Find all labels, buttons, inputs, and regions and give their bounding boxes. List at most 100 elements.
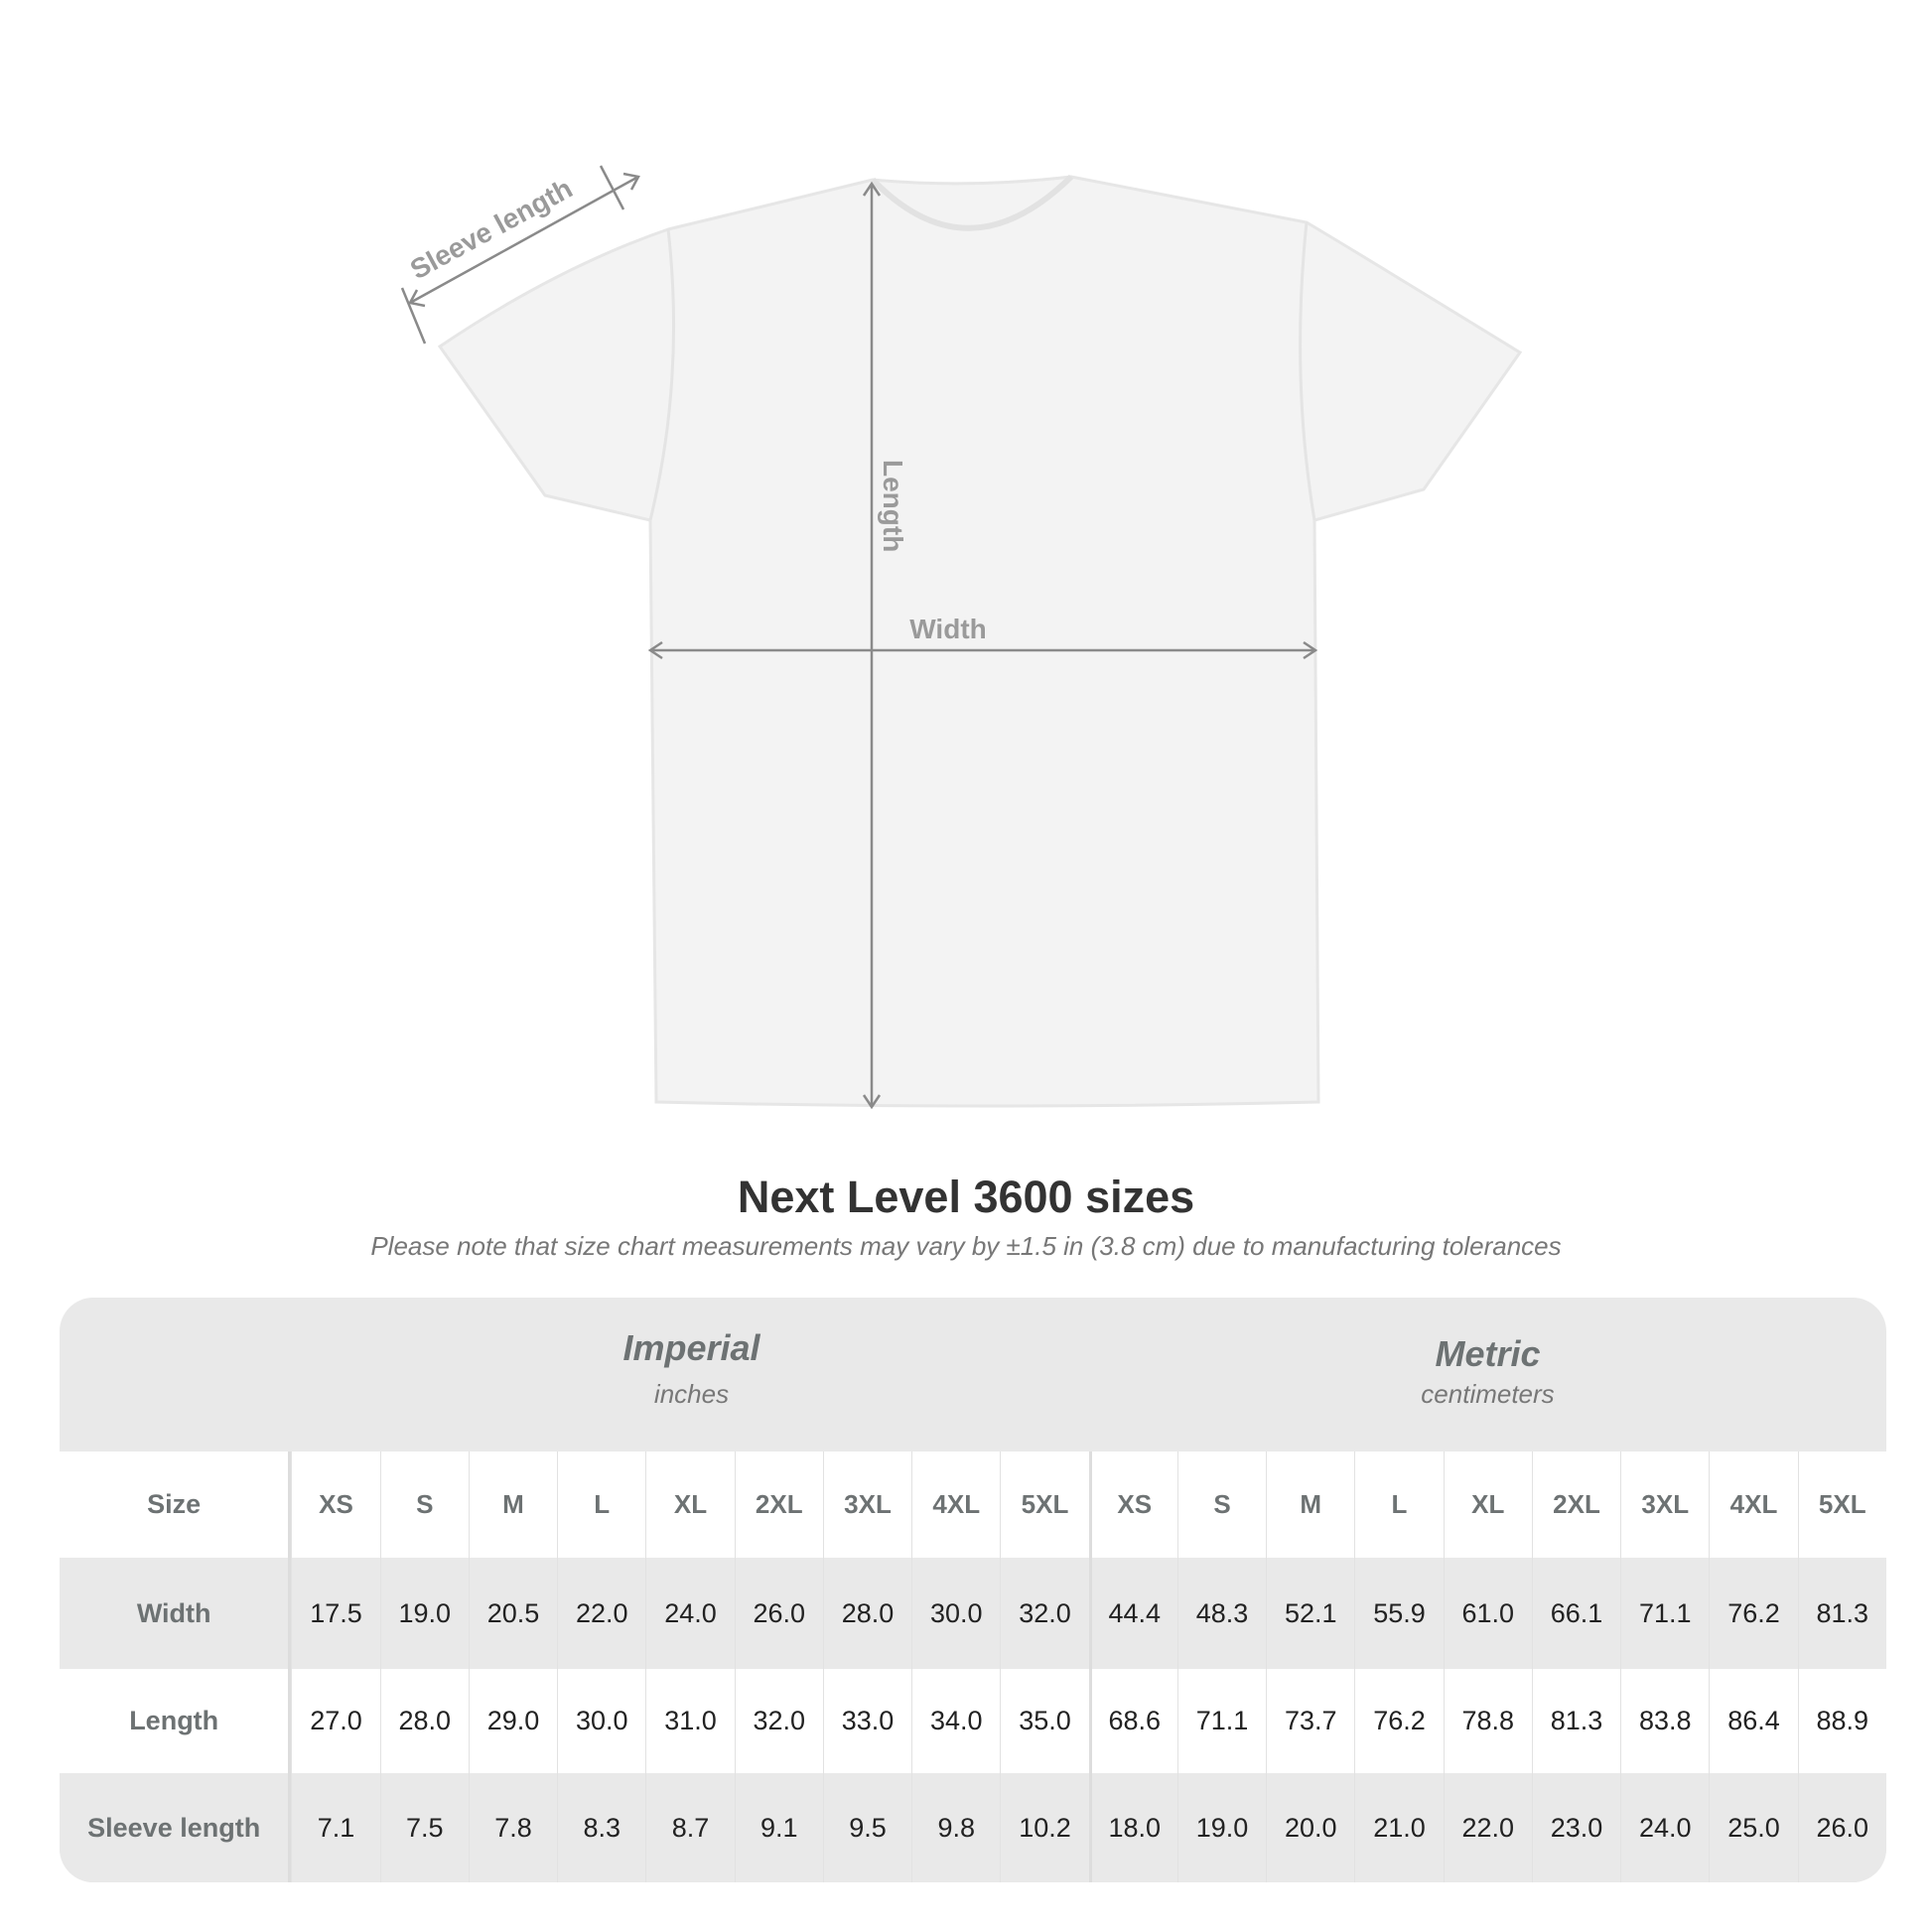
- metric-value-cell: 20.0: [1266, 1773, 1354, 1882]
- metric-value-cell: 55.9: [1354, 1558, 1443, 1669]
- imperial-size-header: XS: [291, 1451, 379, 1558]
- imperial-value-cell: 31.0: [645, 1669, 734, 1773]
- row-label: Length: [60, 1669, 292, 1773]
- metric-value-cell: 71.1: [1176, 1669, 1266, 1773]
- metric-value-cell: 21.0: [1354, 1773, 1443, 1882]
- size-header-row: Size XS S M L XL 2XL 3XL 4XL 5XL XS S M L XL 2XL 3XL 4XL 5…: [60, 1451, 1886, 1558]
- metric-value-cell: 18.0: [1088, 1773, 1177, 1882]
- metric-value-cell: 76.2: [1354, 1669, 1443, 1773]
- imperial-value-cell: 9.8: [911, 1773, 1000, 1882]
- metric-title: Metric: [1435, 1333, 1541, 1374]
- metric-value-cell: 86.4: [1709, 1669, 1797, 1773]
- imperial-value-cell: 8.3: [557, 1773, 645, 1882]
- imperial-value-cell: 32.0: [1000, 1558, 1088, 1669]
- imperial-value-cell: 26.0: [734, 1558, 823, 1669]
- metric-value-cell: 48.3: [1176, 1558, 1266, 1669]
- metric-value-cell: 22.0: [1443, 1773, 1532, 1882]
- collar: [870, 174, 1074, 231]
- metric-size-header: XL: [1443, 1451, 1532, 1558]
- metric-unit: centimeters: [1421, 1379, 1555, 1409]
- imperial-value-cell: 29.0: [468, 1669, 557, 1773]
- table-row: Length 27.0 28.0 29.0 30.0 31.0 32.0 33.0 34.0 35…: [60, 1669, 1886, 1773]
- sleeve-length-label: Sleeve length: [405, 173, 577, 285]
- metric-value-cell: 61.0: [1443, 1558, 1532, 1669]
- imperial-header: Imperial inches: [292, 1298, 1091, 1451]
- imperial-size-header: L: [557, 1451, 645, 1558]
- imperial-value-cell: 8.7: [645, 1773, 734, 1882]
- metric-value-cell: 88.9: [1797, 1669, 1886, 1773]
- width-arrow: [647, 640, 1318, 660]
- row-label: Sleeve length: [60, 1773, 292, 1882]
- imperial-value-cell: 33.0: [822, 1669, 911, 1773]
- metric-value-cell: 83.8: [1620, 1669, 1709, 1773]
- metric-size-header: S: [1176, 1451, 1266, 1558]
- imperial-size-header: M: [468, 1451, 557, 1558]
- imperial-unit: inches: [653, 1379, 730, 1409]
- imperial-value-cell: 10.2: [1000, 1773, 1088, 1882]
- imperial-title: Imperial: [622, 1327, 760, 1368]
- metric-value-cell: 66.1: [1531, 1558, 1620, 1669]
- row-label: Width: [60, 1558, 292, 1669]
- imperial-value-cell: 20.5: [468, 1558, 557, 1669]
- imperial-value-cell: 7.1: [291, 1773, 379, 1882]
- sleeve-seam-left: [648, 228, 676, 521]
- size-table: Imperial inches Metric centimeters Size X…: [60, 1298, 1886, 1882]
- imperial-value-cell: 24.0: [645, 1558, 734, 1669]
- metric-value-cell: 52.1: [1266, 1558, 1354, 1669]
- metric-value-cell: 44.4: [1088, 1558, 1177, 1669]
- imperial-value-cell: 19.0: [379, 1558, 469, 1669]
- table-row: Width 17.5 19.0 20.5 22.0 24.0 26.0 28.0 30.0 32.…: [60, 1558, 1886, 1669]
- imperial-value-cell: 27.0: [291, 1669, 379, 1773]
- tshirt-shape: [437, 175, 1523, 1108]
- imperial-value-cell: 9.1: [734, 1773, 823, 1882]
- metric-value-cell: 78.8: [1443, 1669, 1532, 1773]
- imperial-value-cell: 28.0: [379, 1669, 469, 1773]
- sleeve-seam-right: [1299, 221, 1316, 521]
- metric-value-cell: 24.0: [1620, 1773, 1709, 1882]
- imperial-value-cell: 7.8: [468, 1773, 557, 1882]
- metric-value-cell: 81.3: [1797, 1558, 1886, 1669]
- imperial-value-cell: 30.0: [557, 1669, 645, 1773]
- width-label: Width: [909, 614, 987, 644]
- metric-size-header: XS: [1088, 1451, 1177, 1558]
- metric-header: Metric centimeters: [1089, 1298, 1886, 1451]
- metric-value-cell: 76.2: [1709, 1558, 1797, 1669]
- metric-size-header: M: [1266, 1451, 1354, 1558]
- imperial-size-header: 3XL: [822, 1451, 911, 1558]
- imperial-size-header: 5XL: [1000, 1451, 1088, 1558]
- metric-size-header: 3XL: [1620, 1451, 1709, 1558]
- tshirt-diagram: Sleeve length Length Width: [400, 165, 1523, 1110]
- imperial-size-header: S: [379, 1451, 469, 1558]
- imperial-value-cell: 34.0: [911, 1669, 1000, 1773]
- tolerance-note: Please note that size chart measurements…: [370, 1231, 1562, 1261]
- metric-value-cell: 23.0: [1531, 1773, 1620, 1882]
- imperial-value-cell: 17.5: [291, 1558, 379, 1669]
- imperial-size-header: XL: [645, 1451, 734, 1558]
- table-row: Sleeve length 7.1 7.5 7.8 8.3 8.7 9.1 9.5 9.8 10.…: [60, 1773, 1886, 1882]
- imperial-value-cell: 22.0: [557, 1558, 645, 1669]
- imperial-size-header: 4XL: [911, 1451, 1000, 1558]
- metric-value-cell: 73.7: [1266, 1669, 1354, 1773]
- row-label: Size: [60, 1451, 292, 1558]
- imperial-value-cell: 35.0: [1000, 1669, 1088, 1773]
- metric-value-cell: 19.0: [1176, 1773, 1266, 1882]
- imperial-value-cell: 9.5: [822, 1773, 911, 1882]
- metric-value-cell: 68.6: [1088, 1669, 1177, 1773]
- length-arrow: [862, 181, 882, 1110]
- metric-size-header: 2XL: [1531, 1451, 1620, 1558]
- metric-value-cell: 81.3: [1531, 1669, 1620, 1773]
- length-label: Length: [878, 460, 908, 552]
- imperial-value-cell: 30.0: [911, 1558, 1000, 1669]
- metric-value-cell: 25.0: [1709, 1773, 1797, 1882]
- imperial-value-cell: 32.0: [734, 1669, 823, 1773]
- page-title: Next Level 3600 sizes: [737, 1172, 1195, 1222]
- metric-value-cell: 71.1: [1620, 1558, 1709, 1669]
- metric-size-header: L: [1354, 1451, 1443, 1558]
- metric-value-cell: 26.0: [1797, 1773, 1886, 1882]
- sleeve-length-arrow: [400, 165, 640, 345]
- imperial-value-cell: 7.5: [379, 1773, 469, 1882]
- metric-size-header: 5XL: [1797, 1451, 1886, 1558]
- imperial-size-header: 2XL: [734, 1451, 823, 1558]
- imperial-value-cell: 28.0: [822, 1558, 911, 1669]
- metric-size-header: 4XL: [1709, 1451, 1797, 1558]
